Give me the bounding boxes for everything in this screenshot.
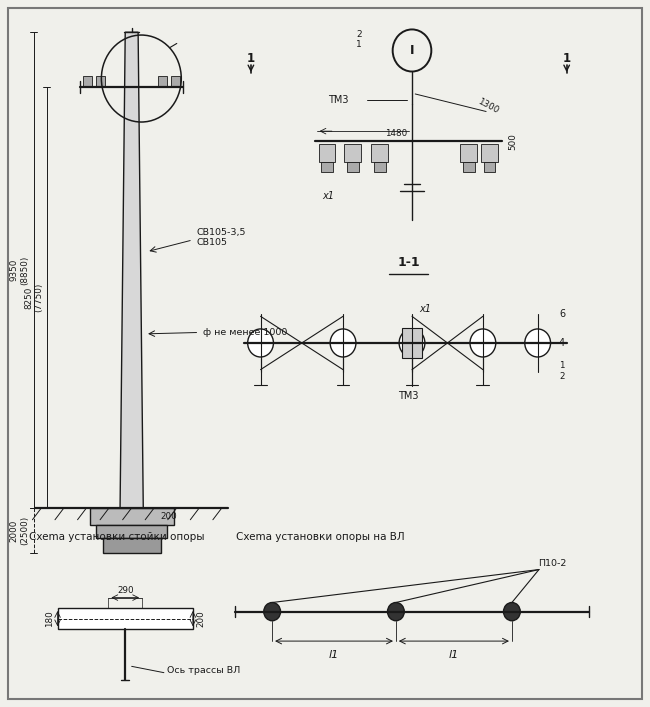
Bar — [96, 525, 167, 538]
Text: 2
1: 2 1 — [356, 30, 362, 49]
Bar — [463, 162, 474, 172]
Text: Ось трассы ВЛ: Ось трассы ВЛ — [167, 666, 240, 675]
Text: Cxema установки стойки опоры: Cxema установки стойки опоры — [29, 532, 204, 542]
Bar — [58, 608, 193, 629]
Bar — [83, 76, 92, 87]
Text: 500: 500 — [509, 133, 517, 150]
Polygon shape — [120, 33, 143, 508]
Bar — [158, 76, 167, 87]
Text: I: I — [410, 44, 414, 57]
Bar — [103, 538, 161, 554]
Text: 1: 1 — [247, 52, 255, 65]
Text: 4: 4 — [559, 338, 565, 348]
Bar — [460, 144, 477, 162]
Bar — [96, 76, 105, 87]
Text: 1-1: 1-1 — [397, 256, 420, 269]
Text: CB105-3,5
CB105: CB105-3,5 CB105 — [196, 228, 246, 247]
Text: 1300: 1300 — [476, 97, 500, 115]
Text: TM3: TM3 — [328, 95, 348, 105]
Circle shape — [504, 602, 520, 621]
Text: ф не менее 1000: ф не менее 1000 — [203, 328, 287, 337]
Text: l1: l1 — [329, 650, 339, 660]
Bar — [481, 144, 498, 162]
Bar — [321, 162, 333, 172]
Circle shape — [470, 329, 496, 357]
Bar — [374, 162, 385, 172]
Text: 2000
(2500): 2000 (2500) — [10, 516, 29, 545]
Bar — [318, 144, 335, 162]
Circle shape — [264, 602, 281, 621]
Bar — [344, 144, 361, 162]
Text: Cxema установки опоры на ВЛ: Cxema установки опоры на ВЛ — [236, 532, 405, 542]
Text: 8250
(7750): 8250 (7750) — [24, 283, 44, 312]
Text: 290: 290 — [117, 586, 133, 595]
Bar — [171, 76, 180, 87]
Text: x1: x1 — [322, 192, 334, 201]
Text: П10-2: П10-2 — [538, 559, 566, 568]
Text: 9350
(8850): 9350 (8850) — [10, 255, 29, 285]
Bar — [347, 162, 359, 172]
Circle shape — [330, 329, 356, 357]
Bar — [484, 162, 495, 172]
Text: 1: 1 — [563, 52, 571, 65]
Text: 1
2: 1 2 — [559, 361, 564, 381]
Text: 6: 6 — [559, 308, 565, 319]
Circle shape — [525, 329, 551, 357]
Text: 180: 180 — [45, 610, 54, 627]
Text: TM3: TM3 — [398, 390, 419, 401]
Circle shape — [399, 329, 425, 357]
Text: 1480: 1480 — [385, 129, 407, 138]
Bar — [371, 144, 388, 162]
Text: 200: 200 — [161, 512, 177, 521]
Text: l1: l1 — [448, 650, 459, 660]
Bar — [402, 327, 422, 358]
Text: x1: x1 — [419, 304, 431, 315]
Circle shape — [387, 602, 404, 621]
Text: 200: 200 — [197, 610, 206, 627]
Bar — [90, 508, 174, 525]
Circle shape — [248, 329, 274, 357]
